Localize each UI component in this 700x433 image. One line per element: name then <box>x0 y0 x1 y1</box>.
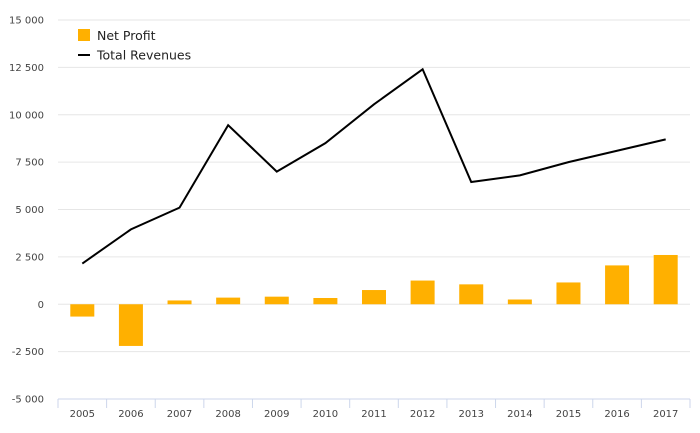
x-tick-label: 2014 <box>507 409 532 420</box>
x-tick-label: 2005 <box>70 409 95 420</box>
y-tick-label: -5 000 <box>12 395 44 406</box>
y-tick-label: 7 500 <box>15 158 44 169</box>
x-tick-label: 2017 <box>653 409 678 420</box>
y-tick-label: 5 000 <box>15 205 44 216</box>
legend: Net Profit Total Revenues <box>78 28 191 63</box>
net-profit-bars <box>70 254 678 346</box>
x-tick-label: 2011 <box>361 409 386 420</box>
y-tick-label: -2 500 <box>12 347 44 358</box>
net-profit-bar <box>459 284 484 305</box>
x-axis: 2005 2006 2007 2008 2009 2010 2011 2012 2013 2014… <box>57 398 691 420</box>
y-tick-label: 0 <box>38 300 44 311</box>
net-profit-bar <box>216 297 241 305</box>
x-tick-label: 2009 <box>264 409 289 420</box>
total-revenues-line <box>81 67 666 265</box>
y-tick-label: 10 000 <box>9 110 44 121</box>
legend-swatch-net-profit <box>78 29 90 41</box>
x-tick-label: 2007 <box>167 409 192 420</box>
total-revenues-line-group <box>81 67 666 265</box>
y-tick-label: 15 000 <box>9 16 44 27</box>
net-profit-bar <box>410 280 435 305</box>
net-profit-bar <box>313 297 338 305</box>
net-profit-bar <box>70 304 95 317</box>
x-tick-label: 2016 <box>604 409 629 420</box>
y-tick-label: 2 500 <box>15 252 44 263</box>
gridlines <box>58 19 690 400</box>
net-profit-bar <box>556 282 581 305</box>
x-tick-label: 2008 <box>215 409 240 420</box>
x-tick-label: 2013 <box>459 409 484 420</box>
y-axis-tick-labels: -5 000 -2 500 0 2 500 5 000 7 500 10 000 12 500… <box>9 16 44 406</box>
x-tick-label: 2010 <box>313 409 338 420</box>
x-tick-label: 2012 <box>410 409 435 420</box>
legend-label-net-profit: Net Profit <box>97 28 156 43</box>
net-profit-bar <box>507 299 532 305</box>
net-profit-bar <box>653 254 678 305</box>
net-profit-bar <box>264 296 289 305</box>
net-profit-bar <box>118 304 143 346</box>
net-profit-bar <box>167 300 192 305</box>
y-tick-label: 12 500 <box>9 63 44 74</box>
legend-label-total-revenues: Total Revenues <box>96 48 191 63</box>
net-profit-bar <box>605 265 630 305</box>
net-profit-bar <box>362 290 386 305</box>
x-tick-label: 2006 <box>118 409 143 420</box>
x-tick-label: 2015 <box>556 409 581 420</box>
